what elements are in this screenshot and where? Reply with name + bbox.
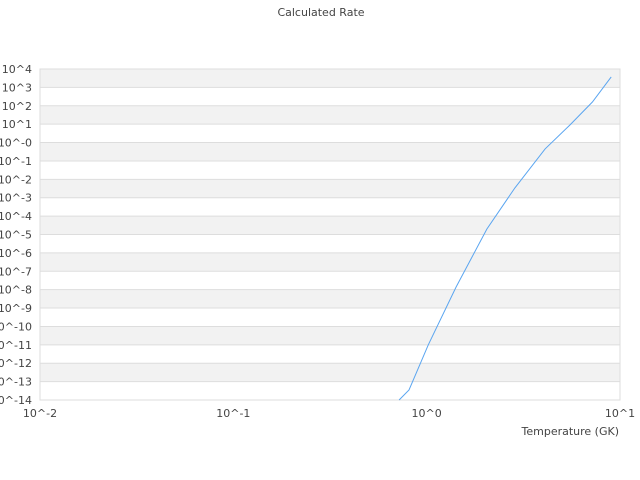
grid-band: [40, 326, 620, 345]
y-tick-label: 10^-11: [0, 339, 32, 352]
y-tick-label: 10^-0: [0, 137, 32, 150]
y-tick-label: 10^-8: [0, 284, 32, 297]
grid-band: [40, 179, 620, 198]
y-tick-label: 10^4: [2, 63, 32, 76]
series-line: [398, 76, 612, 401]
y-tick-label: 10^-7: [0, 265, 32, 278]
grid-band: [40, 234, 620, 253]
x-axis-label: Temperature (GK): [521, 425, 620, 438]
chart-title: Calculated Rate: [277, 6, 364, 19]
plot-frame: [39, 68, 621, 401]
y-tick-label: 10^-3: [0, 192, 32, 205]
grid-band: [40, 381, 620, 400]
grid-band: [40, 289, 620, 309]
grid-band: [40, 344, 620, 364]
y-tick-label: 10^-14: [0, 394, 32, 407]
y-tick-label: 10^1: [2, 118, 32, 131]
y-tick-label: 10^-1: [0, 155, 32, 168]
y-tick-label: 10^-13: [0, 376, 32, 389]
y-tick-label: 10^-2: [0, 173, 32, 186]
grid-band: [40, 142, 620, 161]
x-tick-label: 10^1: [605, 407, 635, 420]
grid-band: [40, 197, 620, 217]
grid-band: [40, 271, 620, 290]
grid-band: [40, 105, 620, 125]
x-tick-label: 10^-2: [23, 407, 57, 420]
grid-band: [40, 160, 620, 180]
x-tick-label: 10^0: [412, 407, 442, 420]
x-tick-label: 10^-1: [216, 407, 250, 420]
y-tick-label: 10^-5: [0, 229, 32, 242]
grid-band: [40, 252, 620, 272]
y-tick-label: 10^-4: [0, 210, 32, 223]
grid-band: [40, 69, 620, 88]
y-tick-label: 10^-6: [0, 247, 32, 260]
grid-band: [40, 216, 620, 235]
y-tick-label: 10^2: [2, 100, 32, 113]
y-tick-label: 10^3: [2, 81, 32, 94]
grid-band: [40, 363, 620, 382]
y-tick-label: 10^-12: [0, 357, 32, 370]
y-tick-label: 10^-10: [0, 320, 32, 333]
y-tick-label: 10^-9: [0, 302, 32, 315]
grid-band: [40, 308, 620, 327]
grid-band: [40, 87, 620, 106]
grid-band: [40, 124, 620, 143]
